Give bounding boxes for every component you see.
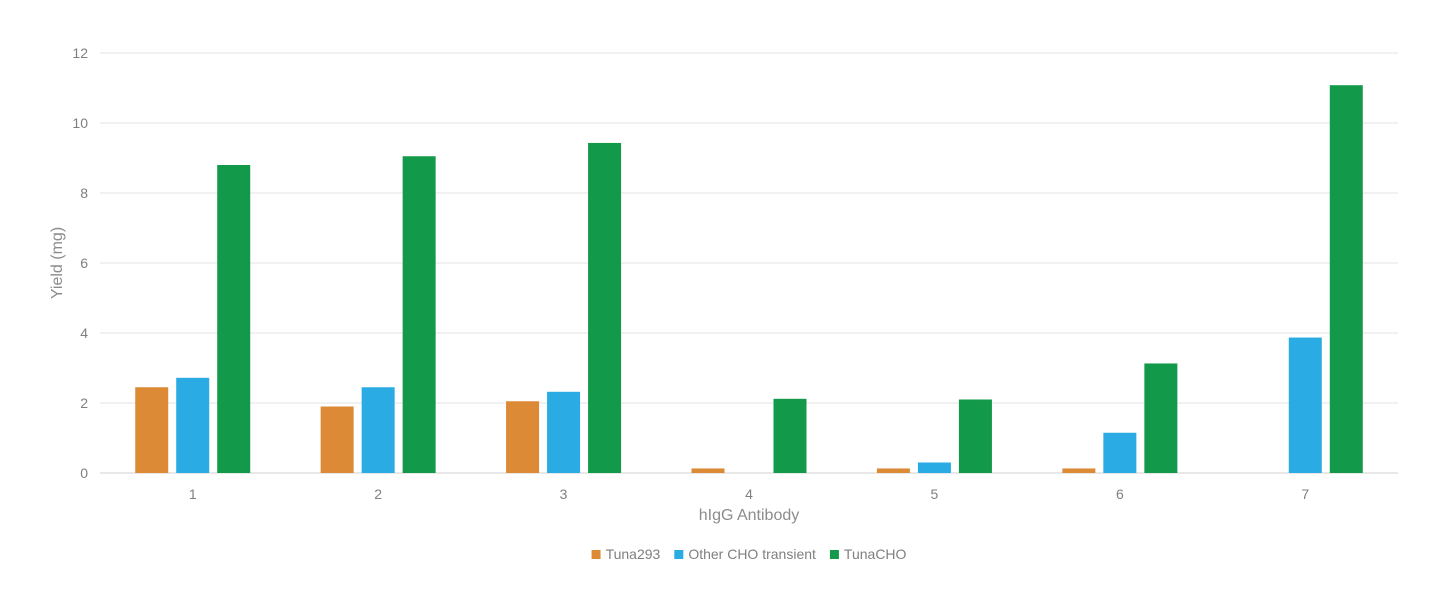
y-tick-label: 2 bbox=[80, 395, 88, 411]
y-axis-ticks: 0 2 4 6 8 10 12 bbox=[72, 45, 88, 481]
bar-tuna293-4 bbox=[691, 468, 725, 473]
bar-tunacho-4 bbox=[773, 398, 807, 473]
x-tick-label: 7 bbox=[1301, 486, 1309, 502]
x-axis-ticks: 1 2 3 4 5 6 7 bbox=[189, 486, 1310, 502]
gridlines bbox=[100, 52, 1398, 474]
bar-tuna293-3 bbox=[506, 401, 540, 473]
y-tick-label: 12 bbox=[72, 45, 88, 61]
bar-tunacho-5 bbox=[958, 399, 992, 473]
legend: Tuna293 Other CHO transient TunaCHO bbox=[591, 546, 907, 562]
legend-item-tunacho: TunaCHO bbox=[829, 546, 907, 562]
bar-tuna293-2 bbox=[320, 406, 354, 473]
y-tick-label: 8 bbox=[80, 185, 88, 201]
x-tick-label: 1 bbox=[189, 486, 197, 502]
bar-other-cho-transient-1 bbox=[176, 377, 210, 473]
x-tick-label: 5 bbox=[931, 486, 939, 502]
y-tick-label: 4 bbox=[80, 325, 88, 341]
bar-tuna293-5 bbox=[876, 468, 910, 473]
x-axis-title: hIgG Antibody bbox=[699, 507, 800, 524]
bar-other-cho-transient-5 bbox=[917, 462, 951, 473]
bar-tuna293-6 bbox=[1062, 468, 1096, 473]
y-tick-label: 6 bbox=[80, 255, 88, 271]
legend-label: Tuna293 bbox=[606, 546, 661, 562]
bar-tunacho-3 bbox=[588, 142, 622, 473]
bars bbox=[135, 85, 1363, 473]
legend-label: Other CHO transient bbox=[688, 546, 816, 562]
x-tick-label: 6 bbox=[1116, 486, 1124, 502]
legend-item-tuna293: Tuna293 bbox=[591, 546, 661, 562]
legend-swatch bbox=[829, 550, 839, 559]
x-tick-label: 4 bbox=[745, 486, 753, 502]
bar-tunacho-2 bbox=[402, 156, 436, 473]
y-tick-label: 10 bbox=[72, 115, 88, 131]
x-tick-label: 2 bbox=[374, 486, 382, 502]
bar-other-cho-transient-3 bbox=[547, 391, 581, 473]
legend-item-other-cho-transient: Other CHO transient bbox=[674, 546, 816, 562]
legend-label: TunaCHO bbox=[844, 546, 907, 562]
y-axis-title: Yield (mg) bbox=[49, 227, 66, 299]
bar-tunacho-7 bbox=[1329, 85, 1363, 473]
bar-other-cho-transient-2 bbox=[361, 387, 395, 473]
y-tick-label: 0 bbox=[80, 465, 88, 481]
bar-other-cho-transient-7 bbox=[1288, 337, 1322, 473]
x-tick-label: 3 bbox=[560, 486, 568, 502]
bar-tunacho-1 bbox=[217, 165, 251, 473]
bar-tunacho-6 bbox=[1144, 363, 1178, 473]
bar-other-cho-transient-6 bbox=[1103, 432, 1137, 473]
legend-swatch bbox=[674, 550, 684, 559]
legend-swatch bbox=[591, 550, 601, 559]
bar-tuna293-1 bbox=[135, 387, 169, 473]
